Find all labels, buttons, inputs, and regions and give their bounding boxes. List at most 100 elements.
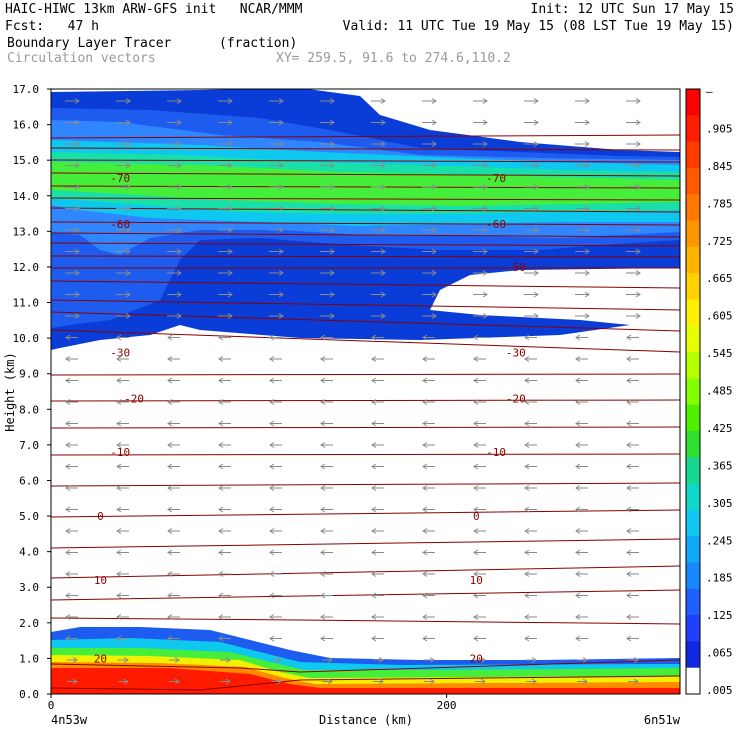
vector-arrow: [67, 678, 78, 685]
init-time: Init: 12 UTC Sun 17 May 15: [530, 2, 735, 17]
vector-arrow: [320, 571, 333, 577]
vector-arrow: [116, 205, 131, 212]
vector-arrow: [575, 528, 588, 534]
vector-arrow: [218, 184, 233, 190]
vector-arrow: [524, 334, 537, 341]
vector-arrow: [167, 119, 182, 126]
vector-arrow: [473, 291, 488, 298]
vector-arrow: [65, 270, 80, 276]
colorbar-swatch: [686, 378, 700, 406]
tracer-shading: [51, 89, 680, 694]
vector-arrow: [65, 119, 80, 126]
vector-arrow: [116, 227, 131, 233]
vector-arrow: [65, 205, 80, 212]
vector-arrow: [422, 205, 437, 212]
vector-arrow: [524, 614, 537, 620]
vector-arrow: [116, 528, 129, 534]
vector-arrow: [218, 420, 231, 427]
vector-arrow: [575, 592, 588, 599]
colorbar-label: .065: [706, 647, 733, 660]
y-tick-label: 17.0: [13, 83, 40, 96]
vector-arrow: [167, 614, 180, 620]
vector-arrow: [269, 420, 282, 427]
vector-arrow: [628, 657, 639, 663]
colorbar-label: .245: [706, 534, 733, 547]
x-tick-label: 0: [48, 699, 55, 712]
plot-frame: [50, 88, 681, 695]
vector-arrow: [575, 313, 590, 319]
vector-arrow: [424, 678, 435, 685]
vector-arrow: [65, 141, 80, 147]
vector-arrow: [371, 571, 384, 577]
vector-arrow: [322, 657, 333, 663]
vector-arrow: [575, 162, 590, 169]
vector-arrow: [65, 184, 80, 190]
vector-arrow: [65, 442, 78, 448]
vector-arrow: [575, 571, 588, 577]
vector-arrow: [626, 377, 639, 384]
vector-arrow: [116, 549, 129, 556]
vector-arrow: [320, 248, 335, 255]
vector-arrow: [167, 227, 182, 233]
vector-arrow: [269, 356, 282, 362]
vector-arrow: [577, 657, 588, 663]
vector-arrow: [269, 184, 284, 190]
y-tick-label: 5.0: [19, 510, 39, 523]
vector-arrow: [167, 184, 182, 190]
vector-arrow: [371, 463, 384, 470]
upper-layer-green: [51, 162, 680, 206]
temperature-contours: [51, 134, 680, 691]
colorbar-swatch: [686, 325, 700, 353]
colorbar-swatch: [686, 562, 700, 590]
vector-arrow: [218, 592, 231, 599]
y-tick-label: 1.0: [19, 652, 39, 665]
vector-arrow: [628, 678, 639, 685]
vector-arrow: [626, 614, 639, 620]
vector-arrow: [67, 657, 78, 663]
vector-arrow: [524, 592, 537, 599]
vector-arrow: [116, 571, 129, 577]
vector-arrow: [65, 356, 78, 362]
vector-arrow: [269, 442, 282, 448]
colorbar-swatch: [686, 273, 700, 300]
contour-label: -10: [486, 446, 506, 459]
contour-label: -70: [110, 172, 130, 185]
y-tick-label: 13.0: [13, 225, 40, 238]
vector-arrow: [473, 528, 486, 534]
vector-arrow: [626, 571, 639, 577]
vector-arrow: [626, 334, 639, 341]
vector-arrow: [116, 485, 129, 491]
x-right-endpoint: 6n51w: [644, 713, 681, 727]
vector-arrow: [65, 420, 78, 427]
vector-arrow: [116, 442, 129, 448]
vector-arrow: [271, 657, 282, 663]
vector-arrow: [116, 614, 129, 620]
vector-arrow: [116, 98, 131, 104]
vector-arrow: [371, 184, 386, 190]
vector-arrow: [422, 635, 435, 642]
vector-arrow: [65, 571, 78, 577]
colorbar-label: .545: [706, 347, 733, 360]
vector-arrow: [626, 248, 641, 255]
contour-label: 0: [97, 510, 104, 523]
vector-arrow: [524, 248, 539, 255]
contour-label: 0: [473, 510, 480, 523]
contour-label: -30: [506, 346, 526, 359]
vector-arrow: [116, 592, 129, 599]
colorbar-swatch: [686, 89, 700, 116]
vector-arrow: [371, 506, 384, 513]
vector-arrow: [65, 291, 80, 298]
vector-arrow: [524, 399, 537, 405]
vector-arrow: [473, 270, 488, 276]
colorbar-label: .425: [706, 422, 733, 435]
vector-arrow: [371, 356, 384, 362]
vector-arrow: [65, 399, 78, 405]
vector-arrow: [473, 420, 486, 427]
vector-arrow: [269, 227, 284, 233]
forecast-hour: Fcst: 47 h: [5, 19, 99, 34]
colorbar-swatch: [686, 167, 700, 195]
vector-arrow: [473, 162, 488, 169]
vector-arrow: [626, 141, 641, 147]
colorbar-swatch: [686, 641, 700, 669]
vector-arrow: [422, 248, 437, 255]
